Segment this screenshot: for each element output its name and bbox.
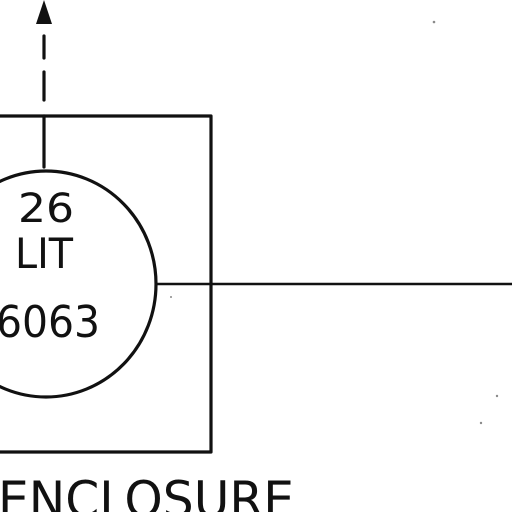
arrow-head: [36, 0, 52, 24]
scan-speck: [170, 296, 172, 298]
scan-speck: [479, 421, 483, 425]
function-code: LIT: [15, 229, 74, 278]
scan-speck: [432, 20, 436, 24]
loop-number: 26: [18, 186, 74, 232]
enclosure-label: ENCLOSURE: [0, 471, 294, 512]
instrument-tag: 6063: [0, 297, 100, 348]
signal-arrow: [36, 0, 52, 102]
scan-speck: [495, 394, 499, 398]
instrument-bubble: [0, 169, 158, 399]
